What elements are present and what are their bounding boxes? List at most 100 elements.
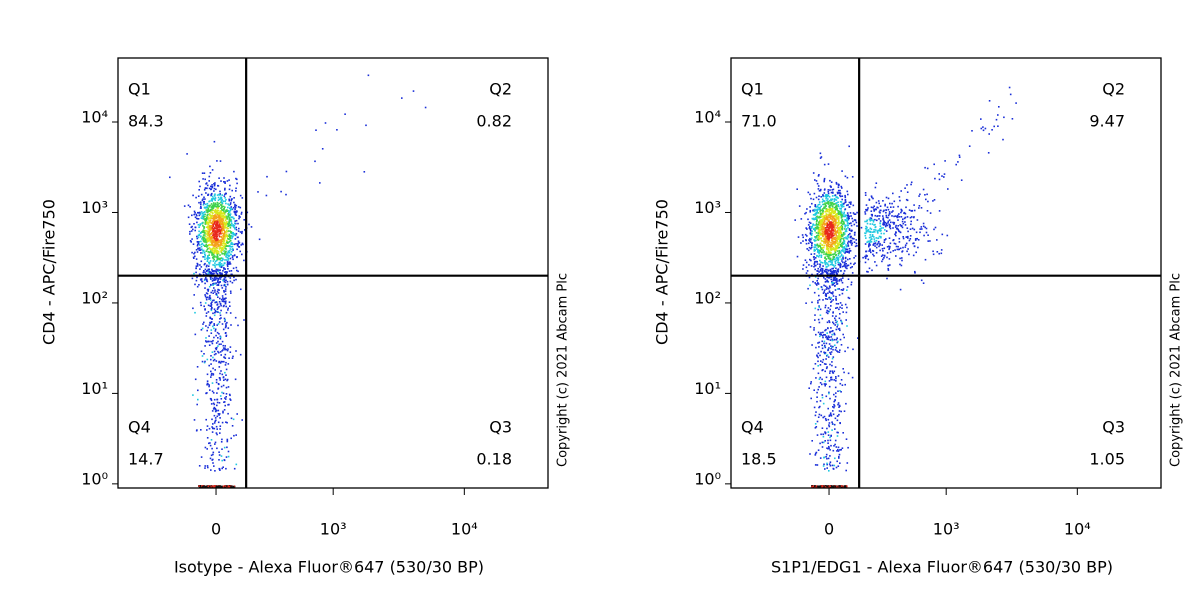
event-dot [214, 264, 216, 266]
event-dot [957, 161, 959, 163]
event-dot [819, 457, 822, 459]
event-dot [208, 205, 211, 207]
event-dot [213, 465, 215, 467]
event-dot [817, 282, 819, 285]
event-dot [223, 297, 226, 300]
event-dot [818, 226, 821, 229]
quadrant-name: Q1 [741, 80, 764, 99]
event-dot [226, 242, 229, 244]
event-dot [207, 258, 209, 261]
event-dot [225, 245, 227, 248]
event-dot [840, 258, 843, 260]
event-dot [212, 246, 215, 249]
event-dot [225, 255, 227, 258]
event-dot [839, 238, 842, 241]
event-dot [864, 194, 867, 196]
event-dot [205, 312, 208, 314]
event-dot [847, 226, 849, 229]
event-dot [816, 355, 819, 357]
event-dot [222, 226, 224, 228]
event-dot [887, 220, 890, 223]
event-dot [850, 224, 853, 227]
event-dot [213, 336, 215, 339]
event-dot [227, 307, 229, 310]
event-dot [824, 214, 827, 217]
event-dot [829, 223, 831, 225]
quadrant-percent: 9.47 [1089, 112, 1125, 131]
event-dot [212, 292, 214, 294]
event-dot [225, 467, 227, 470]
event-dot [240, 288, 242, 291]
event-dot [826, 485, 829, 488]
event-dot [228, 393, 231, 396]
event-dot [227, 309, 229, 311]
event-dot [221, 218, 223, 221]
event-dot [837, 254, 840, 257]
event-dot [901, 257, 903, 259]
event-dot [229, 263, 232, 265]
event-dot [222, 226, 225, 228]
event-dot [944, 160, 946, 162]
event-dot [203, 216, 205, 218]
event-dot [938, 178, 941, 181]
event-dot [870, 206, 873, 209]
event-dot [212, 260, 215, 262]
event-dot [820, 267, 823, 270]
event-dot [809, 232, 812, 234]
copyright: Copyright (c) 2021 Abcam Plc [1169, 273, 1184, 467]
event-dot [834, 241, 836, 243]
event-dot [823, 363, 826, 365]
event-dot [814, 212, 817, 215]
event-dot [223, 317, 226, 320]
event-dot [817, 485, 819, 488]
event-dot [219, 229, 221, 231]
event-dot [915, 251, 917, 254]
event-dot [220, 273, 222, 276]
event-dot [225, 300, 227, 303]
event-dot [875, 239, 878, 242]
event-dot [817, 300, 819, 302]
event-dot [231, 189, 233, 192]
event-dot [869, 217, 872, 219]
event-dot [837, 402, 840, 404]
event-dot [216, 273, 219, 275]
event-dot [223, 300, 225, 303]
event-dot [824, 240, 826, 243]
event-dot [227, 257, 230, 260]
event-dot [216, 239, 219, 242]
event-dot [213, 203, 215, 206]
event-dot [834, 236, 837, 239]
event-dot [842, 250, 844, 252]
event-dot [826, 210, 829, 212]
event-dot [227, 455, 230, 458]
event-dot [830, 254, 832, 256]
event-dot [222, 305, 225, 308]
event-dot [835, 466, 838, 469]
event-dot [210, 363, 212, 365]
event-dot [215, 301, 218, 304]
event-dot [217, 288, 219, 291]
event-dot [796, 188, 798, 190]
event-dot [201, 215, 204, 217]
event-dot [229, 245, 231, 247]
event-dot [223, 235, 225, 237]
event-dot [194, 283, 196, 286]
event-dot [206, 425, 209, 427]
event-dot [214, 249, 217, 252]
event-dot [805, 227, 807, 229]
event-dot [212, 233, 214, 236]
event-dot [224, 320, 226, 323]
event-dot [221, 391, 223, 394]
event-dot [884, 204, 886, 207]
event-dot [238, 227, 240, 230]
event-dot [237, 236, 239, 239]
event-dot [824, 263, 827, 266]
event-dot [925, 198, 927, 201]
event-dot [823, 218, 825, 220]
event-dot [213, 222, 215, 225]
event-dot [826, 225, 828, 228]
event-dot [826, 255, 829, 257]
event-dot [225, 323, 227, 325]
event-dot [223, 262, 226, 265]
event-dot [823, 189, 826, 191]
